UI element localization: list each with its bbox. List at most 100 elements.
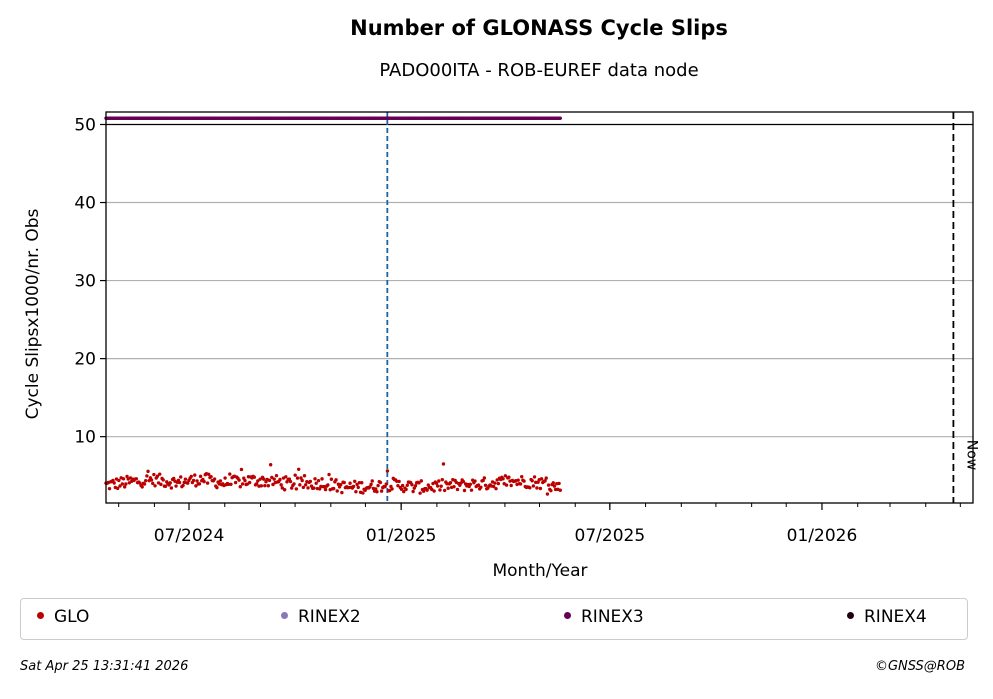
- data-point-glo: [261, 477, 266, 481]
- data-point-glo: [376, 483, 380, 488]
- data-point-glo: [121, 477, 126, 481]
- data-point-glo: [177, 480, 182, 485]
- data-point-glo: [334, 478, 338, 482]
- data-point-glo: [369, 482, 373, 487]
- data-point-glo: [549, 488, 553, 493]
- data-point-glo: [323, 487, 328, 492]
- legend: GLO RINEX2 RINEX3 RINEX4: [20, 598, 968, 640]
- data-point-glo: [191, 478, 196, 483]
- legend-item-rinex2: RINEX2: [281, 607, 361, 627]
- data-point-glo: [202, 479, 206, 484]
- data-point-glo: [356, 485, 360, 490]
- data-point-glo: [375, 489, 379, 494]
- vertical-markers: Now: [386, 112, 979, 503]
- data-point-glo: [195, 479, 199, 483]
- data-point-glo: [280, 486, 285, 490]
- data-point-glo: [437, 479, 441, 483]
- data-point-glo: [112, 481, 116, 485]
- data-point-glo: [473, 479, 477, 483]
- legend-item-rinex3: RINEX3: [564, 607, 644, 627]
- data-point-glo: [557, 481, 561, 486]
- data-point-glo: [448, 481, 453, 485]
- data-point-glo: [501, 477, 505, 481]
- legend-dot-rinex2-icon: [281, 611, 288, 619]
- data-point-glo: [259, 484, 264, 488]
- data-point-glo: [198, 474, 203, 479]
- data-point-glo: [183, 477, 188, 481]
- data-point-glo: [332, 486, 336, 491]
- y-tick-label: 20: [74, 350, 96, 370]
- data-point-glo: [207, 472, 211, 476]
- data-point-glo: [442, 488, 447, 493]
- data-point-glo: [267, 478, 272, 483]
- data-point-glo: [122, 485, 127, 489]
- data-point-glo: [353, 479, 357, 483]
- data-point-glo: [397, 479, 401, 484]
- x-axis-label: Month/Year: [492, 561, 587, 581]
- data-point-glo: [243, 478, 247, 483]
- data-point-glo: [158, 472, 162, 476]
- data-point-glo: [354, 490, 358, 494]
- data-point-glo: [120, 482, 125, 486]
- data-point-glo: [258, 477, 262, 481]
- y-tick-label: 30: [74, 272, 96, 292]
- data-point-glo: [266, 484, 271, 488]
- data-point-glo: [440, 477, 445, 482]
- data-point-glo: [384, 482, 388, 486]
- plot-area: Now 10 20 30 40 50 07/2024 01/2025 07/2025 01/20…: [23, 111, 979, 581]
- data-point-glo: [410, 483, 414, 487]
- data-point-glo: [539, 477, 544, 481]
- data-point-glo: [476, 483, 481, 487]
- data-point-glo: [295, 476, 300, 480]
- data-point-glo: [390, 487, 394, 491]
- data-point-glo: [342, 480, 346, 485]
- data-point-glo: [292, 482, 296, 486]
- data-point-glo: [483, 483, 488, 487]
- data-point-glo: [432, 489, 436, 493]
- data-point-glo: [155, 474, 160, 478]
- data-point-glo: [538, 486, 543, 491]
- data-point-glo: [294, 487, 299, 491]
- data-point-glo: [385, 469, 390, 473]
- data-point-glo: [468, 482, 473, 486]
- data-point-glo: [520, 474, 524, 479]
- data-point-glo: [552, 484, 557, 488]
- data-point-glo: [279, 483, 283, 487]
- data-point-glo: [400, 483, 405, 488]
- data-point-glo: [426, 483, 430, 487]
- data-point-glo: [396, 483, 400, 488]
- data-point-glo: [455, 487, 460, 492]
- data-point-glo: [142, 482, 147, 486]
- data-point-glo: [278, 477, 282, 482]
- y-tick-label: 10: [74, 428, 96, 448]
- data-point-glo: [312, 486, 316, 490]
- data-point-glo: [546, 483, 551, 487]
- data-point-glo: [543, 479, 547, 483]
- data-point-glo: [300, 478, 304, 483]
- data-point-glo: [551, 481, 555, 485]
- footer-credit: ©GNSS@ROB: [874, 659, 965, 674]
- data-point-glo: [107, 486, 112, 491]
- data-point-glo: [274, 473, 279, 478]
- data-point-glo: [289, 486, 294, 490]
- legend-label-glo: GLO: [54, 607, 90, 627]
- data-point-glo: [268, 463, 273, 467]
- data-point-glo: [417, 481, 421, 485]
- data-point-glo: [168, 481, 172, 485]
- y-tick-label: 50: [74, 115, 96, 135]
- data-point-glo: [238, 485, 242, 489]
- data-point-glo: [441, 462, 446, 466]
- data-point-glo: [316, 478, 321, 483]
- data-point-glo: [146, 469, 150, 474]
- legend-label-rinex2: RINEX2: [298, 607, 361, 627]
- data-point-glo: [425, 488, 429, 492]
- data-point-glo: [461, 479, 466, 484]
- data-point-glo: [197, 482, 202, 486]
- grid-lines: [106, 123, 973, 438]
- data-point-glo: [194, 484, 198, 488]
- data-point-glo: [446, 486, 450, 490]
- data-point-glo: [303, 483, 308, 487]
- data-point-glo: [193, 473, 197, 477]
- data-point-glo: [545, 492, 550, 496]
